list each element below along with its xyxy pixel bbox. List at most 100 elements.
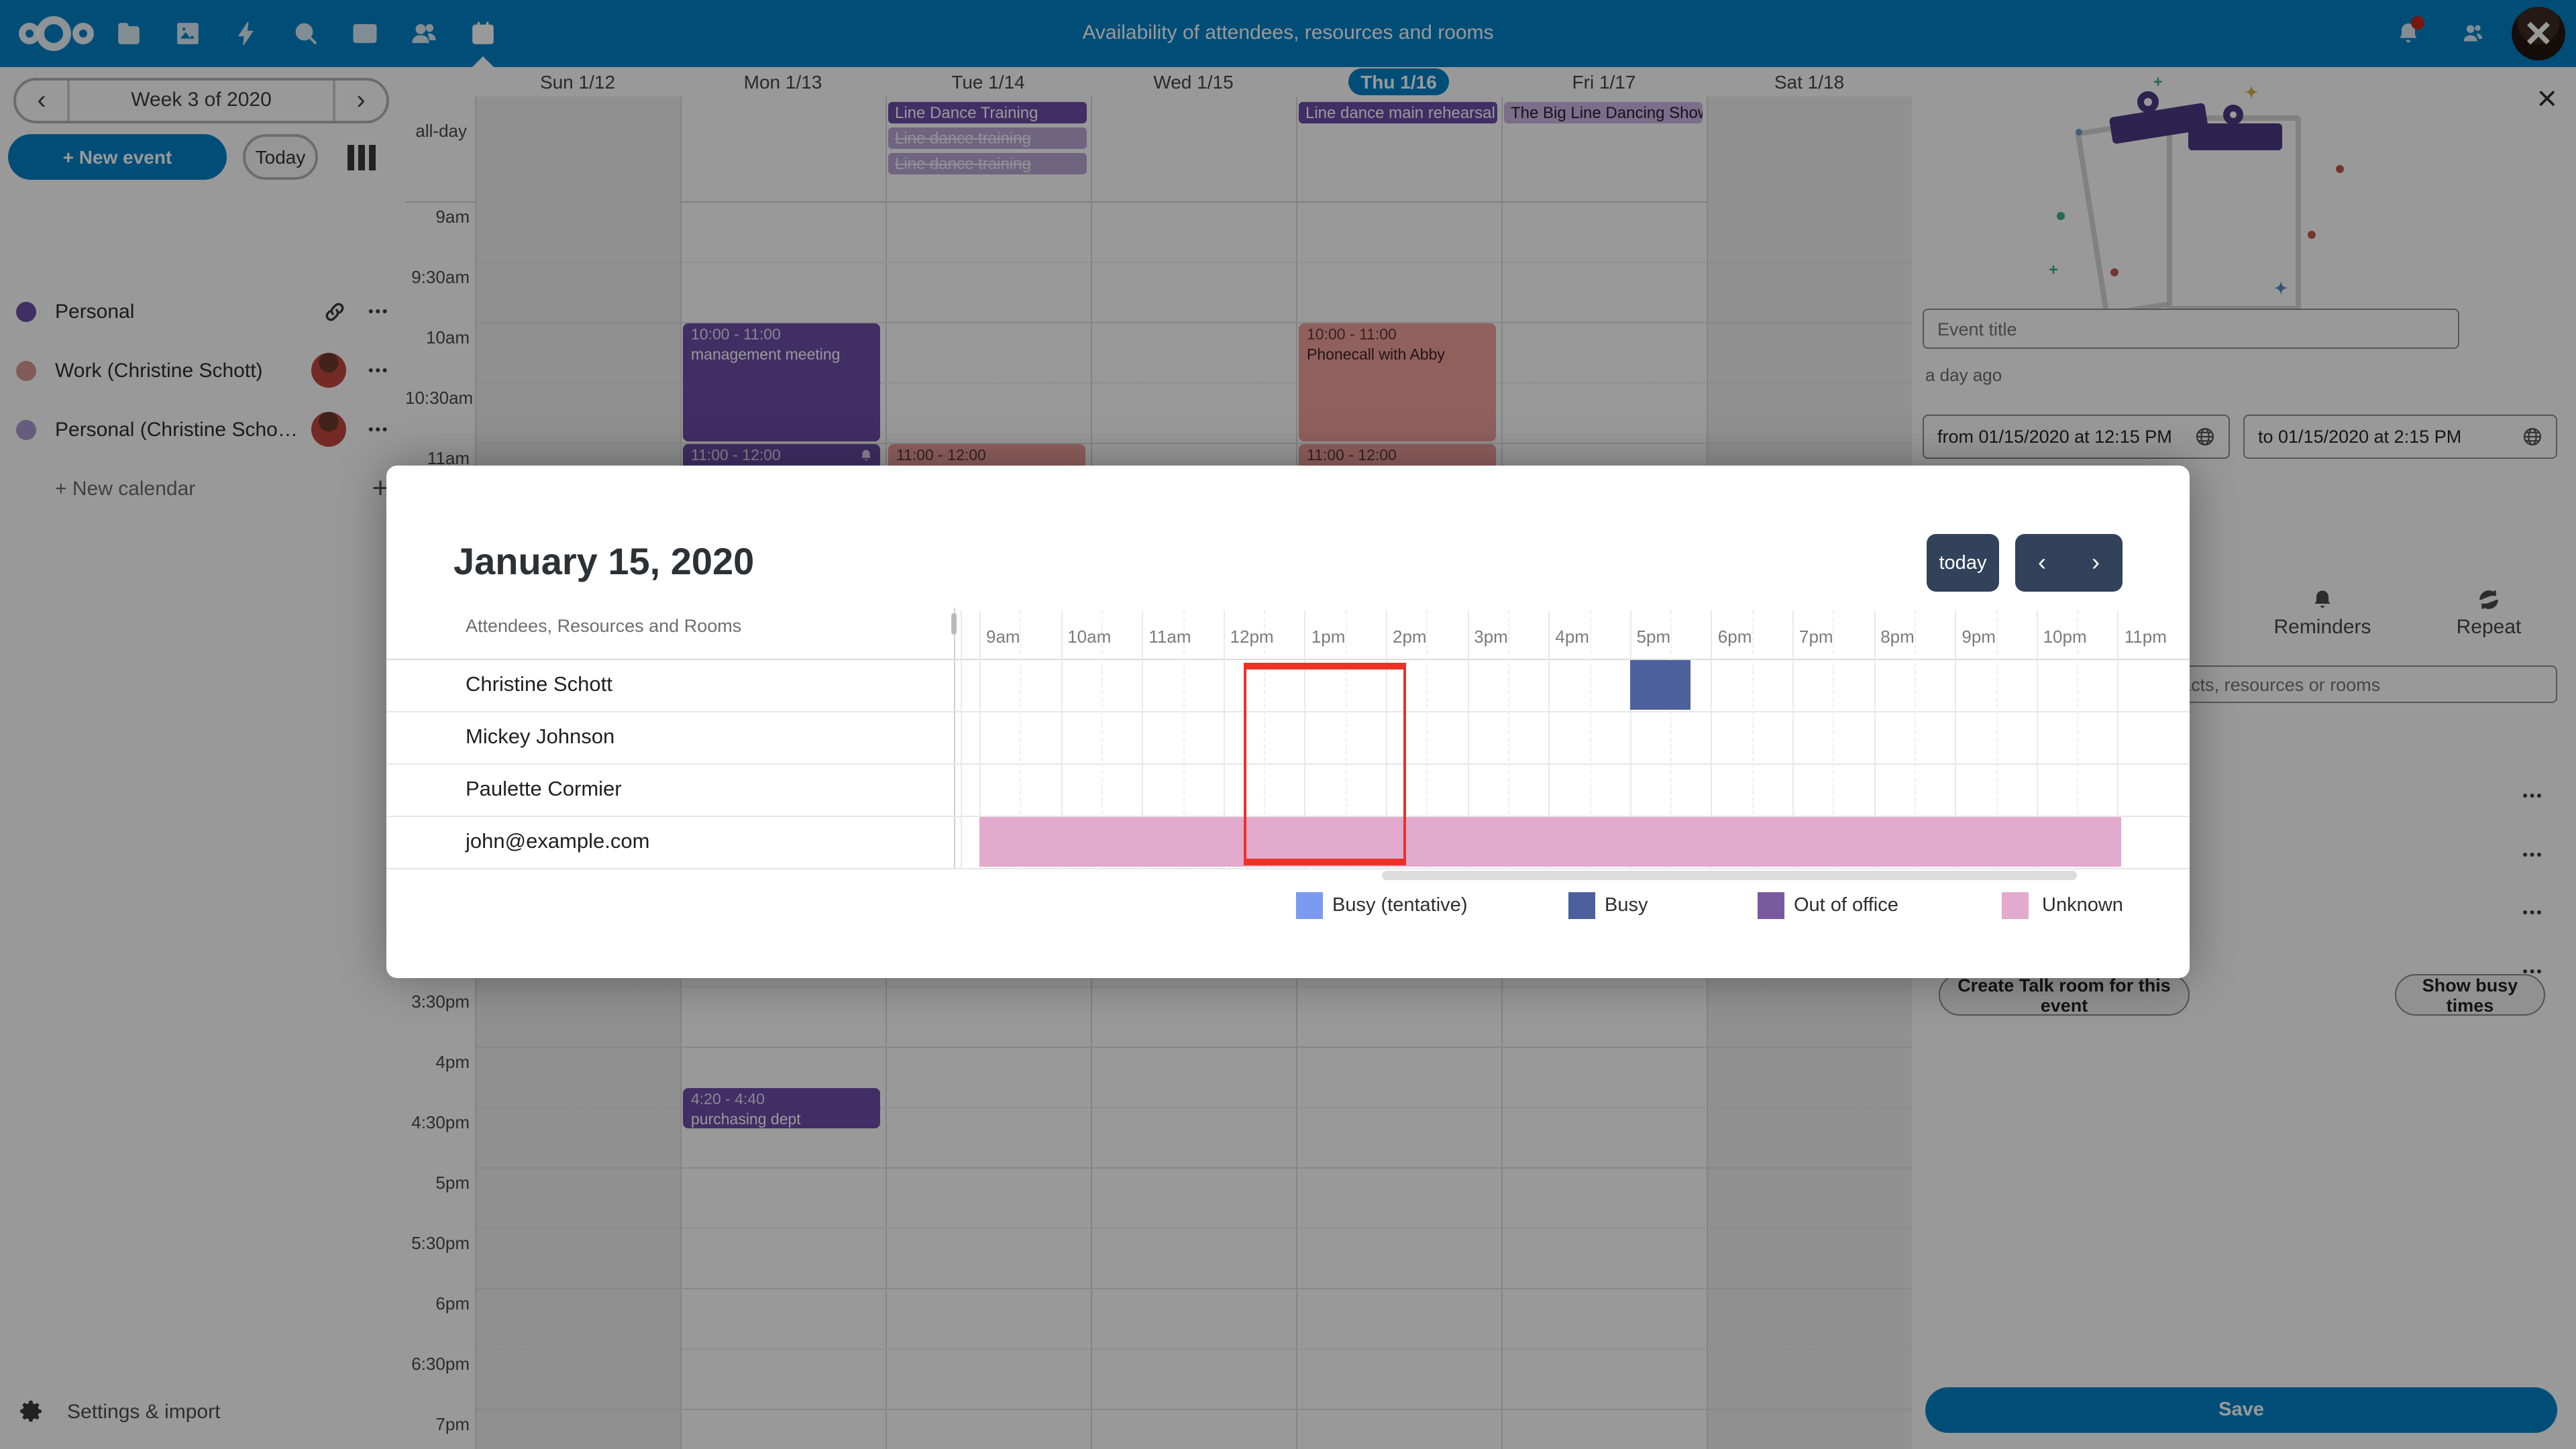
calendar-actions-menu[interactable]: ●●● <box>368 425 389 434</box>
calendar-color-dot[interactable] <box>16 360 36 380</box>
half-hour-line <box>1996 610 1997 868</box>
day-header[interactable]: Fri 1/17 <box>1572 71 1636 93</box>
share-link-icon[interactable] <box>324 300 347 323</box>
settings-import-button[interactable]: Settings & import <box>0 1382 405 1441</box>
new-calendar-label: + New calendar <box>55 477 196 500</box>
day-header[interactable]: Sun 1/12 <box>539 71 616 93</box>
event-title-input[interactable]: Event title <box>1923 309 2459 349</box>
previous-day-chevron[interactable]: ‹ <box>2038 549 2046 576</box>
new-calendar-button[interactable]: + New calendar + <box>0 459 405 518</box>
nextcloud-logo-icon[interactable] <box>16 0 99 67</box>
calendar-list-item[interactable]: Personal (Christine Scho… ●●● <box>0 400 405 459</box>
calendar-color-dot[interactable] <box>16 301 36 321</box>
grid-left-edge <box>961 610 962 868</box>
contacts-menu-icon[interactable] <box>2447 0 2498 67</box>
calendar-actions-menu[interactable]: ●●● <box>368 307 389 316</box>
hour-label: 9am <box>986 627 1020 647</box>
day-header[interactable]: Wed 1/15 <box>1153 71 1234 93</box>
new-event-button[interactable]: + New event <box>8 134 227 180</box>
modal-today-button[interactable]: today <box>1927 534 1999 592</box>
attendee-actions-menu[interactable]: ●●● <box>2522 851 2544 860</box>
legend-swatch <box>1568 892 1595 919</box>
hour-label: 10pm <box>2043 627 2087 647</box>
today-button[interactable]: Today <box>243 134 318 180</box>
photos-icon[interactable] <box>158 0 217 67</box>
grid-scroll-thumb[interactable] <box>951 613 957 635</box>
all-day-event[interactable]: Line dance training <box>888 127 1087 149</box>
time-gutter-label: 5pm <box>435 1173 470 1193</box>
legend-swatch <box>1758 892 1784 919</box>
calendar-actions-menu[interactable]: ●●● <box>368 366 389 375</box>
user-avatar[interactable]: × <box>2512 7 2565 60</box>
search-icon[interactable] <box>276 0 335 67</box>
selected-timespan-outline[interactable] <box>1243 663 1407 865</box>
half-hour-line <box>1345 610 1347 868</box>
timezone-globe-icon[interactable] <box>2522 427 2542 447</box>
day-header[interactable]: Thu 1/16 <box>1296 67 1501 97</box>
mail-icon[interactable] <box>335 0 394 67</box>
calendar-icon[interactable] <box>453 0 513 67</box>
week-view-toggle-icon[interactable] <box>347 144 376 170</box>
timezone-globe-icon[interactable] <box>2195 427 2215 447</box>
activity-icon[interactable] <box>217 0 276 67</box>
legend-label: Out of office <box>1794 895 1898 916</box>
attendee-actions-menu[interactable]: ●●● <box>2522 908 2544 918</box>
plus-icon[interactable]: + <box>372 471 389 504</box>
today-pill[interactable]: Thu 1/16 <box>1348 68 1449 95</box>
calendar-list-item[interactable]: Work (Christine Schott) ●●● <box>0 341 405 400</box>
repeat-icon <box>2479 590 2498 609</box>
all-day-event[interactable]: Line Dance Training <box>888 102 1087 123</box>
event-title: Phonecall with Abby <box>1307 347 1445 364</box>
week-navigation: ‹ Week 3 of 2020 › <box>13 78 389 123</box>
show-busy-times-button[interactable]: Show busy times <box>2395 974 2545 1016</box>
all-day-event[interactable]: Line dance main rehearsal <box>1299 102 1497 123</box>
hour-label: 5pm <box>1636 627 1671 647</box>
half-hour-line <box>1183 610 1184 868</box>
hour-line <box>2036 610 2038 868</box>
time-gutter-label: 3:30pm <box>411 991 470 1012</box>
half-hour-line <box>1914 610 1916 868</box>
tab-repeat[interactable]: Repeat <box>2428 588 2549 639</box>
notifications-bell-icon[interactable] <box>2383 0 2434 67</box>
time-gutter-label: 4pm <box>435 1052 470 1072</box>
modal-date-title: January 15, 2020 <box>453 541 755 582</box>
previous-week-chevron[interactable]: ‹ <box>37 85 46 115</box>
day-header[interactable]: Mon 1/13 <box>743 71 822 93</box>
time-gutter-label: 4:30pm <box>411 1112 470 1132</box>
attendee-actions-menu[interactable]: ●●● <box>2522 792 2544 801</box>
horizontal-scrollbar[interactable] <box>1382 871 2077 880</box>
close-icon[interactable]: × <box>2536 78 2557 118</box>
page-title: Availability of attendees, resources and… <box>1082 21 1494 44</box>
time-gutter-label: 10am <box>425 327 470 347</box>
files-icon[interactable] <box>99 0 158 67</box>
calendar-color-dot[interactable] <box>16 419 36 439</box>
all-day-event[interactable]: The Big Line Dancing Show <box>1504 102 1703 123</box>
create-talk-room-button[interactable]: Create Talk room for this event <box>1939 974 2190 1016</box>
grid-hour-line <box>476 1228 1912 1229</box>
next-week-chevron[interactable]: › <box>356 85 366 115</box>
end-datetime-value: to 01/15/2020 at 2:15 PM <box>2258 427 2462 447</box>
calendar-event[interactable]: 10:00 - 11:00 management meeting <box>683 323 880 441</box>
next-day-chevron[interactable]: › <box>2092 549 2100 576</box>
contacts-icon[interactable] <box>394 0 453 67</box>
day-header[interactable]: Sat 1/18 <box>1774 71 1845 93</box>
all-day-event[interactable]: Line dance training <box>888 153 1087 174</box>
start-datetime-field[interactable]: from 01/15/2020 at 12:15 PM <box>1923 415 2230 459</box>
day-header[interactable]: Tue 1/14 <box>951 71 1025 93</box>
grid-hour-line <box>476 1288 1912 1289</box>
calendar-event[interactable]: 4:20 - 4:40 purchasing dept <box>683 1087 880 1128</box>
availability-block-busy <box>1629 660 1691 710</box>
event-time: 10:00 - 11:00 <box>691 327 781 343</box>
availability-block-unknown <box>979 817 2121 867</box>
calendar-list-item[interactable]: Personal ●●● <box>0 282 405 341</box>
tab-reminders[interactable]: Reminders <box>2255 588 2390 639</box>
calendar-event[interactable]: 10:00 - 11:00 Phonecall with Abby <box>1299 323 1496 441</box>
gear-icon <box>20 1400 42 1422</box>
half-hour-line <box>1020 610 1022 868</box>
week-label[interactable]: Week 3 of 2020 <box>67 80 335 121</box>
hour-line <box>1061 610 1063 868</box>
end-datetime-field[interactable]: to 01/15/2020 at 2:15 PM <box>2243 415 2557 459</box>
calendar-name: Personal (Christine Scho… <box>55 418 298 441</box>
save-button[interactable]: Save <box>1925 1387 2557 1433</box>
hour-line <box>1223 610 1225 868</box>
